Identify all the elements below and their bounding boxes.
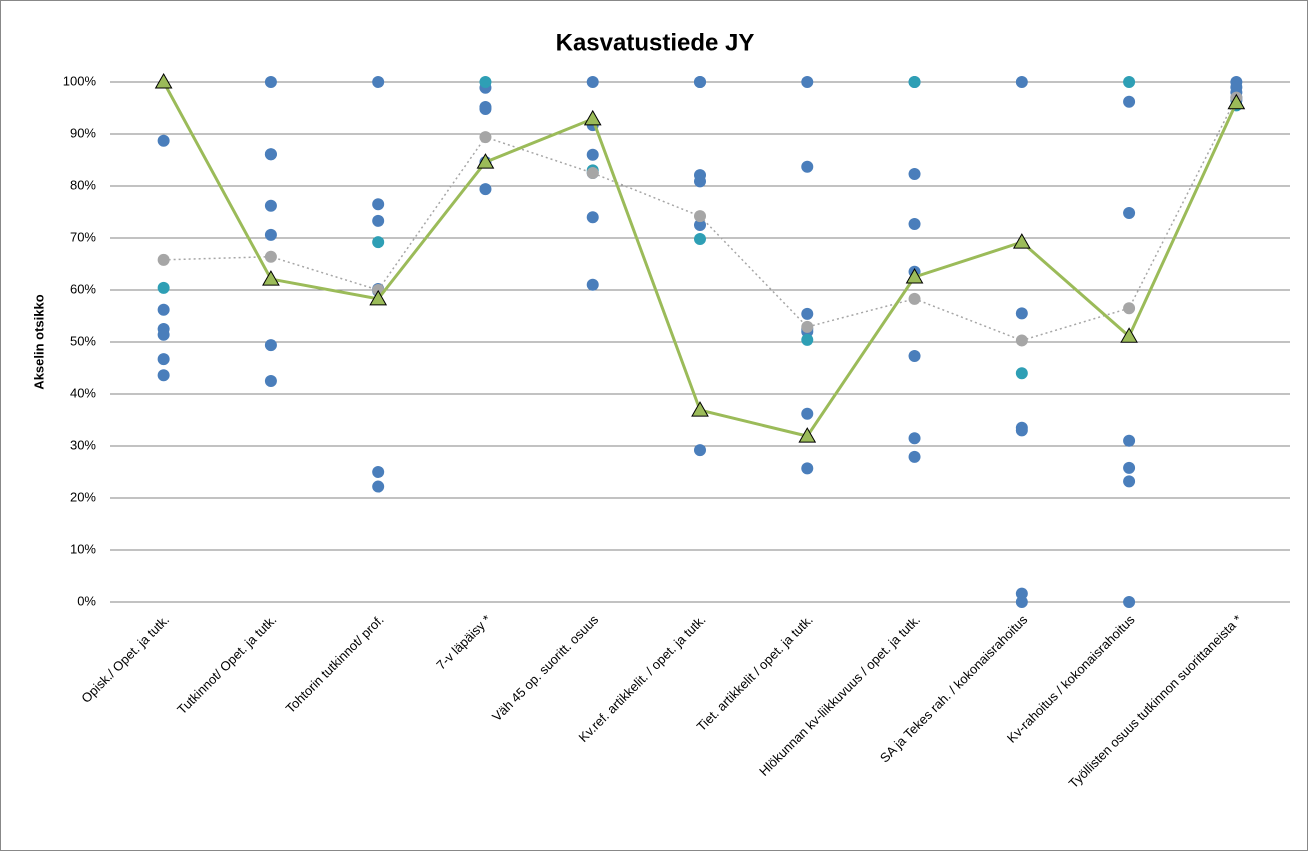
data-dot <box>801 307 814 320</box>
data-dot <box>157 353 170 366</box>
data-dot <box>479 183 492 196</box>
line-marker <box>1123 302 1136 315</box>
data-dot <box>157 281 170 294</box>
triangle-marker <box>476 153 495 169</box>
triangle-marker <box>1012 233 1031 249</box>
data-dot <box>694 219 706 231</box>
data-dot <box>1123 207 1136 220</box>
data-dot <box>264 148 277 161</box>
line-marker <box>157 253 170 266</box>
data-dot <box>1123 434 1136 447</box>
data-dot <box>157 303 170 316</box>
triangle-marker <box>905 267 924 284</box>
line-marker <box>1015 334 1028 347</box>
data-dot <box>479 76 492 88</box>
y-tick-label: 50% <box>70 333 96 348</box>
data-dot <box>694 175 706 188</box>
data-dot <box>801 333 814 346</box>
data-dot <box>586 211 599 224</box>
data-dot <box>801 76 814 88</box>
data-dot <box>264 228 277 241</box>
data-dot <box>372 236 385 249</box>
data-dot <box>372 480 385 493</box>
data-dot <box>694 233 706 246</box>
y-tick-label: 40% <box>70 385 96 400</box>
triangle-marker <box>1227 93 1246 110</box>
triangle-marker <box>1120 327 1138 343</box>
data-dot <box>586 148 599 161</box>
data-dot <box>801 462 814 475</box>
data-dot <box>1123 76 1136 88</box>
data-dot <box>157 369 170 382</box>
data-dot <box>908 217 921 230</box>
data-dot <box>1015 367 1028 380</box>
data-dot <box>157 134 170 147</box>
data-dot <box>694 444 706 457</box>
data-dot <box>264 375 277 387</box>
data-dot <box>908 432 921 445</box>
triangle-marker <box>369 289 388 306</box>
line-marker <box>586 167 599 179</box>
line-marker <box>908 292 921 305</box>
data-dot <box>801 160 814 173</box>
data-dot <box>586 76 599 88</box>
line-marker <box>479 131 492 144</box>
triangle-marker <box>691 401 709 417</box>
data-dot <box>694 76 706 88</box>
chart-title: Kasvatustiede JY <box>556 29 755 56</box>
data-dot <box>1015 596 1028 608</box>
data-dot <box>372 76 385 88</box>
y-tick-label: 0% <box>77 593 96 608</box>
y-tick-label: 80% <box>70 177 96 192</box>
data-dot <box>1015 424 1028 437</box>
triangle-marker <box>583 109 602 126</box>
y-tick-label: 90% <box>70 125 96 140</box>
data-dot <box>1015 76 1028 88</box>
data-dot <box>479 103 492 116</box>
y-tick-label: 10% <box>70 541 96 556</box>
data-dot <box>1123 95 1136 108</box>
y-tick-label: 100% <box>63 73 97 88</box>
triangle-marker <box>154 72 173 89</box>
data-dot <box>1015 587 1028 600</box>
line-marker <box>801 320 814 333</box>
line-marker <box>264 250 277 263</box>
y-tick-label: 20% <box>70 489 96 504</box>
data-dot <box>908 450 921 463</box>
data-dot <box>586 278 599 291</box>
data-dot <box>1123 475 1136 488</box>
data-dot <box>264 199 277 212</box>
data-dot <box>372 214 385 227</box>
data-dot <box>372 198 385 211</box>
data-dot <box>264 339 277 352</box>
line-marker <box>694 210 706 223</box>
data-dot <box>1123 596 1136 608</box>
data-dot <box>1123 461 1136 474</box>
y-axis-title: Akselin otsikko <box>31 294 46 389</box>
data-dot <box>1015 307 1028 320</box>
data-dot <box>908 168 921 181</box>
data-dot <box>372 466 385 478</box>
triangle-marker <box>798 427 817 443</box>
data-dot <box>264 76 277 88</box>
data-dot <box>908 76 921 88</box>
data-dot <box>908 350 921 363</box>
y-tick-label: 60% <box>70 281 96 296</box>
y-tick-label: 70% <box>70 229 96 244</box>
data-dot <box>801 407 814 420</box>
y-tick-label: 30% <box>70 437 96 452</box>
triangle-marker <box>262 270 280 286</box>
data-dot <box>157 328 170 341</box>
